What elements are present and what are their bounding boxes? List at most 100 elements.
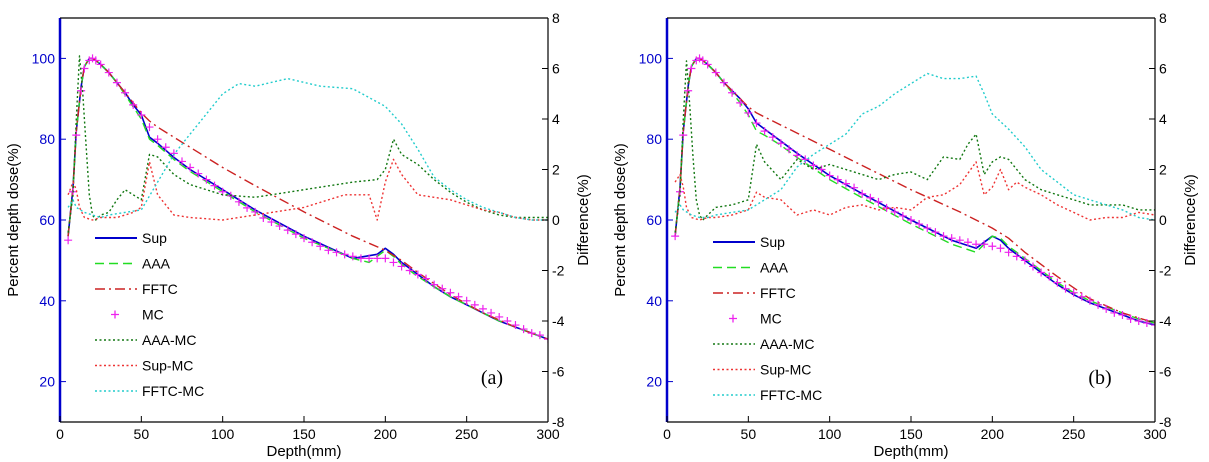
y2-tick-label: 6: [552, 61, 560, 77]
legend-label: Sup: [142, 230, 167, 246]
mc-point: [955, 236, 964, 245]
mc-point: [915, 220, 924, 229]
mc-point: [77, 86, 86, 95]
mc-point: [210, 181, 219, 190]
mc-point: [104, 68, 113, 77]
mc-point: [1118, 310, 1127, 319]
legend: Sup AAA FFTC MC AAA-MC Sup-MC FFTC-MC: [713, 234, 822, 403]
x-tick-label: 200: [981, 426, 1005, 442]
y2-tick-label: -2: [552, 263, 565, 279]
legend-entry-aaa: AAA: [95, 256, 171, 272]
series-sup-mc-line: [674, 161, 1155, 221]
mc-point: [923, 224, 932, 233]
x-tick-label: 0: [663, 426, 671, 442]
mc-point: [495, 312, 504, 321]
mc-point: [1102, 304, 1111, 313]
mc-point: [760, 127, 769, 136]
mc-point: [511, 321, 520, 330]
mc-point: [153, 135, 162, 144]
mc-point: [841, 179, 850, 188]
mc-point: [1085, 296, 1094, 305]
mc-point: [137, 110, 146, 119]
mc-point: [996, 244, 1005, 253]
mc-point: [300, 234, 308, 243]
mc-point: [1134, 317, 1143, 325]
mc-point: [736, 98, 745, 107]
mc-point: [939, 232, 948, 241]
mc-point: [858, 189, 867, 198]
mc-point: [381, 254, 390, 263]
mc-point: [112, 78, 121, 87]
legend-swatch: [729, 314, 737, 323]
series-fftc-line: [67, 57, 548, 340]
mc-point: [931, 228, 940, 237]
panel-label: (b): [1088, 367, 1111, 389]
legend-entry-aaa-mc: AAA-MC: [713, 336, 814, 352]
mc-point: [397, 262, 406, 271]
series-mc: [64, 54, 548, 344]
mc-point: [963, 238, 972, 247]
series-fftc-line: [674, 57, 1155, 324]
mc-point: [430, 280, 439, 289]
y2-tick-label: -4: [552, 313, 565, 329]
mc-point: [527, 329, 536, 338]
series-aaa-mc-line: [674, 60, 1155, 233]
mc-point: [129, 100, 138, 109]
y-tick-label: 100: [32, 50, 56, 66]
legend-swatch: [111, 310, 119, 319]
chart-panel-a: 0 50 100 150 200 250 300 20 40 60 80 100 -8 -6 -4 -2 0 2 4…: [5, 10, 592, 460]
mc-point: [776, 139, 785, 148]
series-aaa-line: [67, 57, 548, 340]
y2-tick-label: -8: [1159, 414, 1172, 430]
mc-point: [1020, 256, 1029, 265]
mc-point: [785, 145, 793, 154]
mc-point: [1069, 288, 1078, 297]
mc-point: [324, 246, 333, 255]
mc-point: [478, 304, 487, 313]
mc-point: [186, 163, 195, 172]
mc-point: [291, 230, 300, 239]
y2-tick-label: 4: [552, 111, 560, 127]
y-tick-label: 20: [39, 374, 55, 390]
mc-point: [1151, 321, 1155, 330]
mc-point: [1045, 272, 1054, 281]
mc-point: [544, 335, 548, 344]
legend-entry-sup-mc: Sup-MC: [713, 362, 811, 378]
legend-label: FFTC: [142, 281, 178, 297]
mc-point: [1077, 292, 1086, 301]
legend-entry-sup-mc: Sup-MC: [95, 358, 193, 374]
mc-point: [438, 284, 447, 293]
y-tick-label: 80: [39, 131, 55, 147]
mc-point: [1029, 262, 1037, 271]
series-fftc-mc-line: [67, 77, 548, 221]
mc-point: [503, 317, 512, 325]
series-aaa-line: [674, 57, 1155, 324]
mc-point: [882, 203, 891, 212]
legend-entry-fftc-mc: FFTC-MC: [95, 383, 204, 399]
mc-point: [1037, 268, 1046, 277]
mc-point: [988, 242, 997, 251]
legend-label: Sup-MC: [760, 362, 811, 378]
y2-tick-label: 8: [552, 10, 560, 26]
legend-label: FFTC-MC: [760, 387, 822, 403]
y2-tick-label: 4: [1159, 111, 1167, 127]
series-sup-line: [674, 57, 1155, 326]
mc-point: [340, 250, 349, 259]
mc-point: [462, 296, 471, 305]
mc-point: [1142, 319, 1151, 328]
x-tick-label: 0: [56, 426, 64, 442]
mc-point: [833, 175, 842, 184]
mc-point: [145, 123, 154, 132]
y-tick-label: 60: [646, 212, 662, 228]
series-fftc-mc-line: [674, 72, 1155, 221]
legend-entry-mc: MC: [111, 307, 164, 323]
mc-point: [161, 143, 170, 152]
mc-point: [698, 56, 707, 65]
mc-point: [413, 270, 422, 279]
mc-point: [817, 165, 826, 174]
series-mc: [671, 54, 1155, 330]
legend-label: AAA: [760, 260, 789, 276]
series-aaa-mc-line: [67, 55, 548, 233]
legend-label: FFTC: [760, 285, 796, 301]
legend-label: AAA-MC: [142, 332, 196, 348]
